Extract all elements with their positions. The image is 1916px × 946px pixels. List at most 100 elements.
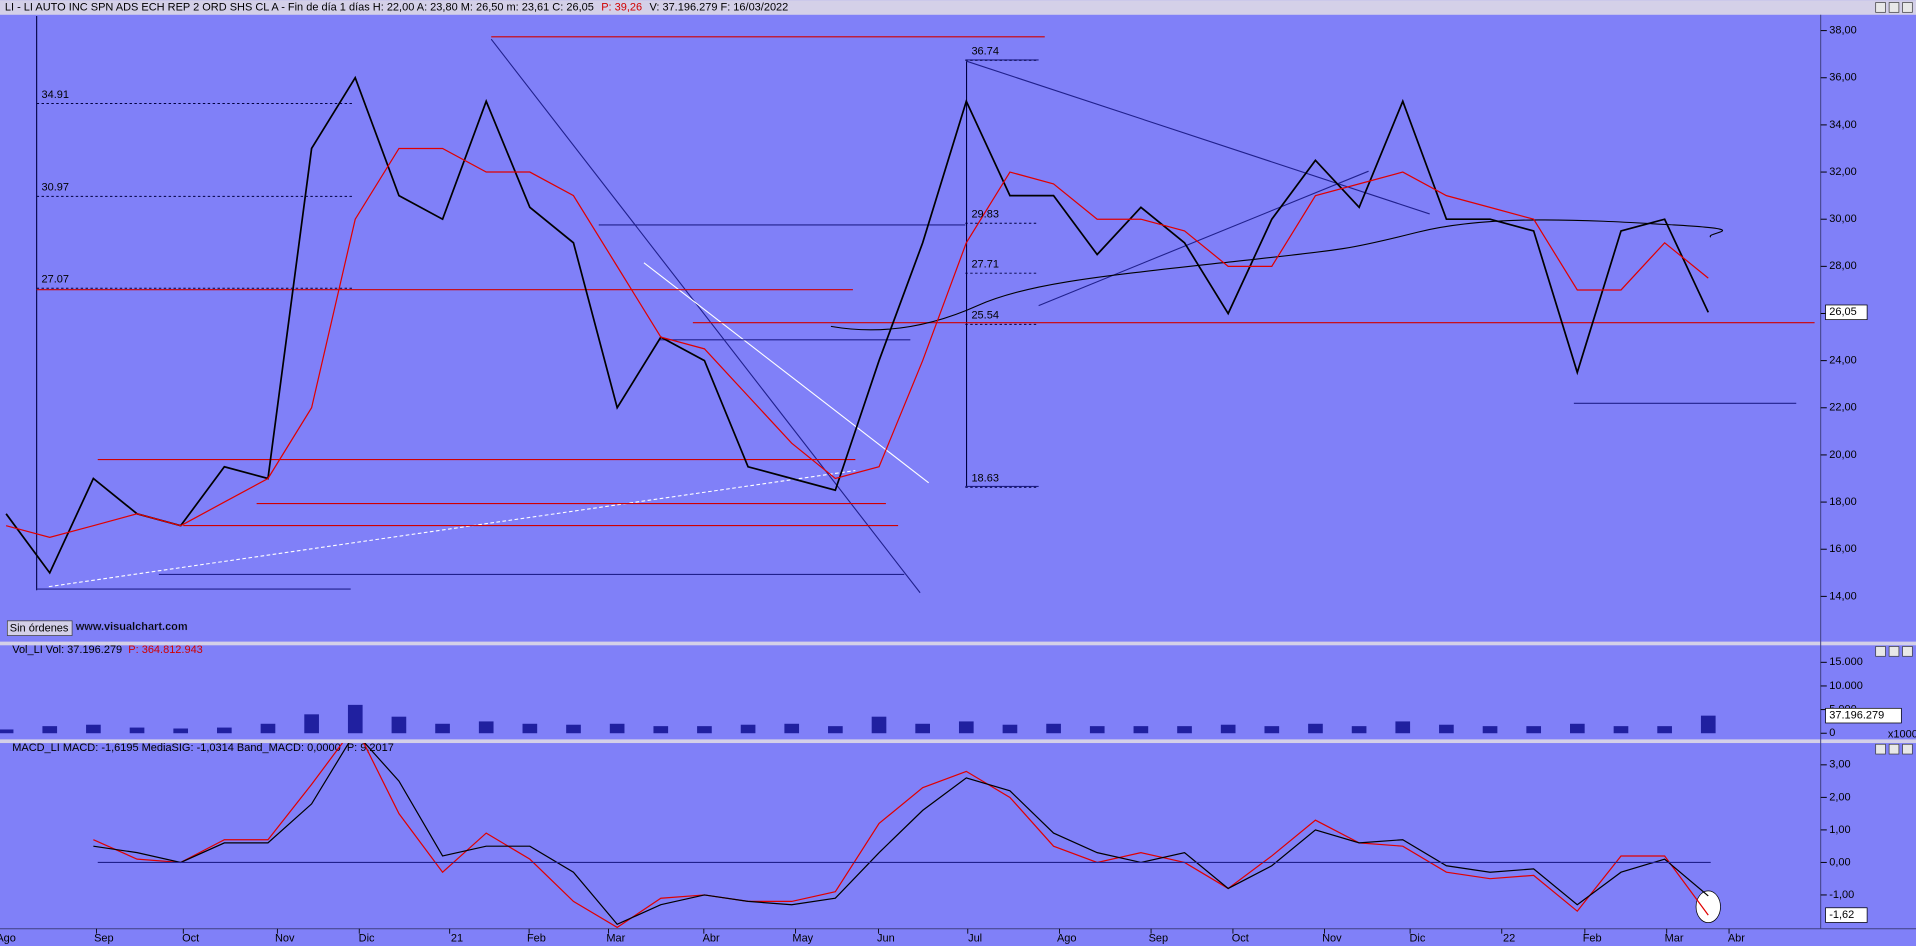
x-tick-label: Ago: [0, 932, 16, 944]
volume-bar: [129, 727, 145, 734]
y-tick-label: 10.000: [1829, 680, 1863, 692]
x-tick-label: Ago: [1057, 932, 1077, 944]
fib-label: 27.71: [971, 259, 999, 271]
fib-label: 27.07: [42, 274, 69, 286]
title: LI - LI AUTO INC SPN ADS ECH REP 2 ORD S…: [5, 1, 788, 13]
volume-bar: [435, 723, 450, 734]
y-tick-label: 28,00: [1829, 260, 1857, 272]
y-tick-label: 34,00: [1829, 119, 1857, 131]
volume-bar: [1482, 726, 1498, 734]
x-tick-label: Mar: [606, 932, 625, 944]
y-tick-label: 22,00: [1829, 402, 1857, 414]
volume-bar: [173, 728, 189, 734]
y-tick-label: 1,00: [1829, 824, 1850, 836]
macd-title: MACD_LI MACD: -1,6195 MediaSIG: -1,0314 …: [12, 742, 394, 754]
volume-bar: [1657, 726, 1672, 734]
volume-bar: [1526, 726, 1542, 734]
volume-bar: [1351, 726, 1367, 734]
y-tick-label: 32,00: [1829, 166, 1857, 178]
volume-bar: [1133, 726, 1149, 734]
panel-separators: [0, 14, 1916, 946]
volume-bar: [42, 726, 58, 734]
volume-bar: [478, 721, 494, 734]
x-tick-label: Oct: [1232, 932, 1249, 944]
volume-bar: [1395, 721, 1411, 734]
plot-area: [0, 704, 1716, 734]
volume-bar: [1700, 715, 1716, 734]
y-tick-label: 0: [1829, 727, 1835, 739]
volume-bar: [740, 724, 756, 734]
volume-bar: [304, 714, 319, 734]
volume-bar: [1002, 724, 1018, 734]
volume-bar: [1220, 724, 1236, 734]
x-tick-label: Abr: [1728, 932, 1745, 944]
x-tick-label: Oct: [182, 932, 199, 944]
x-tick-label: Sep: [94, 932, 114, 944]
series-line: [93, 743, 1709, 929]
volume-title: Vol_LI Vol: 37.196.279 P: 364.812.943: [12, 644, 203, 656]
fib-label: 29.83: [971, 209, 999, 221]
y-tick-label: 0,00: [1829, 856, 1850, 868]
last-value-label: 26,05: [1829, 306, 1857, 318]
volume-bar: [828, 726, 843, 734]
volume-bar: [1613, 726, 1629, 734]
x-tick-label: Jun: [877, 932, 895, 944]
fib-label: 34.91: [42, 89, 69, 101]
y-tick-label: 24,00: [1829, 355, 1857, 367]
volume-bar: [1264, 726, 1280, 734]
x-tick-label: May: [792, 932, 813, 944]
x-tick-label: Sep: [1149, 932, 1169, 944]
x-tick-label: Nov: [1322, 932, 1342, 944]
volume-bar: [1177, 726, 1192, 734]
volume-bar: [0, 729, 14, 734]
orders-button[interactable]: [6, 620, 73, 636]
volume-bar: [1308, 723, 1323, 734]
last-value-box: [1825, 907, 1868, 923]
orders-button-label[interactable]: Sin órdenes: [10, 623, 69, 635]
volume-bar: [217, 727, 232, 734]
x-tick-label: Feb: [1583, 932, 1602, 944]
unit-label: x10000: [1888, 728, 1916, 740]
fib-label: 25.54: [971, 310, 999, 322]
x-tick-label: Dic: [1410, 932, 1426, 944]
volume-bar: [347, 704, 363, 734]
last-value-box: [1825, 304, 1868, 321]
series-line: [5, 147, 1709, 539]
series-line: [5, 75, 1710, 575]
last-value-box: [1825, 707, 1902, 724]
x-tick-label: 22: [1503, 932, 1515, 944]
plot-area: [5, 75, 1710, 575]
fib-label: 30.97: [42, 182, 69, 194]
last-value-label: -1,62: [1829, 909, 1854, 921]
volume-bar: [86, 724, 101, 734]
highlight-circle: [1695, 890, 1721, 924]
volume-bar: [260, 723, 276, 734]
window-buttons[interactable]: [1875, 2, 1913, 755]
volume-bar: [1570, 723, 1585, 734]
plot-area: [93, 743, 1711, 929]
volume-bar: [609, 723, 625, 734]
volume-bar: [1089, 726, 1105, 734]
watermark: www.visualchart.com: [75, 621, 188, 633]
y-tick-label: 15.000: [1829, 656, 1863, 668]
drawings: [36, 15, 1815, 594]
x-tick-label: Dic: [359, 932, 375, 944]
volume-bar: [784, 723, 800, 734]
x-tick-label: Nov: [275, 932, 295, 944]
last-value-label: 37.196.279: [1829, 710, 1884, 722]
volume-bar: [522, 723, 538, 734]
y-tick-label: 16,00: [1829, 543, 1857, 555]
volume-bar: [958, 721, 974, 734]
volume-bar: [566, 724, 581, 734]
title-bar: [0, 0, 1916, 15]
volume-bar: [1046, 723, 1061, 734]
volume-bar: [871, 716, 887, 734]
y-tick-label: -1,00: [1829, 889, 1854, 901]
y-tick-label: 30,00: [1829, 213, 1857, 225]
fib-label: 18.63: [971, 473, 999, 485]
fib-label: 36.74: [971, 46, 999, 58]
x-tick-label: Mar: [1665, 932, 1684, 944]
volume-bar: [391, 716, 407, 734]
